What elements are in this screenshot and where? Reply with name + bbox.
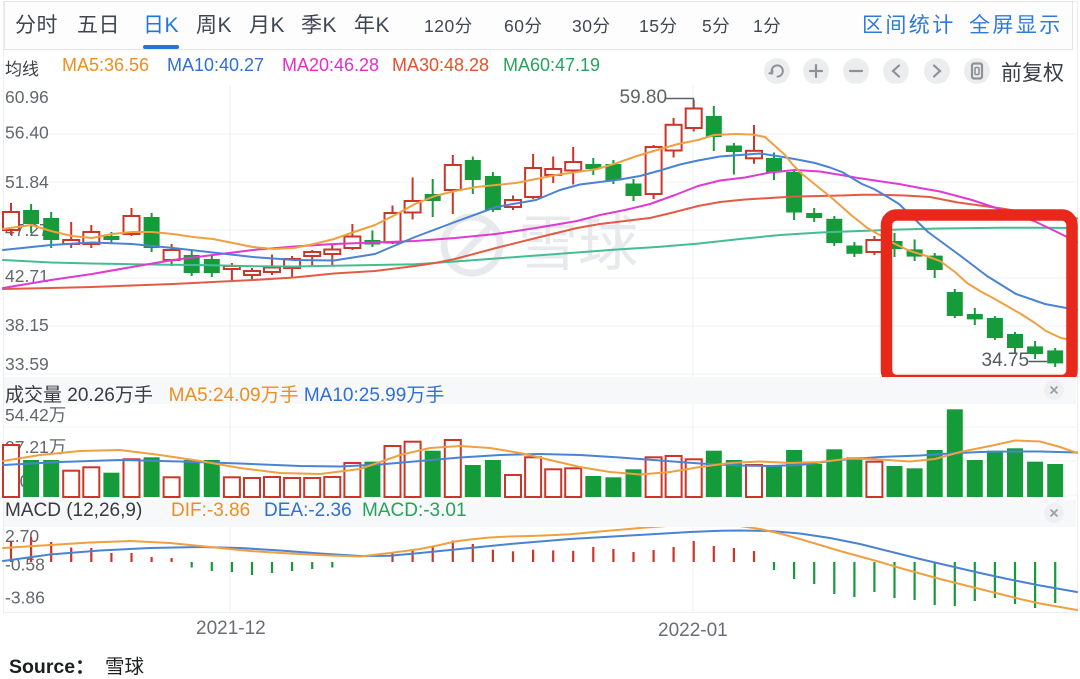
svg-text:27.21万: 27.21万 (5, 437, 66, 457)
svg-text:34.75: 34.75 (982, 350, 1030, 371)
svg-text:33.59: 33.59 (5, 354, 49, 374)
svg-text:-3.86: -3.86 (5, 588, 45, 608)
svg-text:56.40: 56.40 (5, 123, 49, 143)
svg-text:59.80: 59.80 (620, 87, 668, 108)
svg-text:54.42万: 54.42万 (5, 405, 66, 425)
svg-text:51.84: 51.84 (5, 172, 49, 192)
svg-text:60.96: 60.96 (5, 87, 49, 107)
svg-text:38.15: 38.15 (5, 315, 49, 335)
